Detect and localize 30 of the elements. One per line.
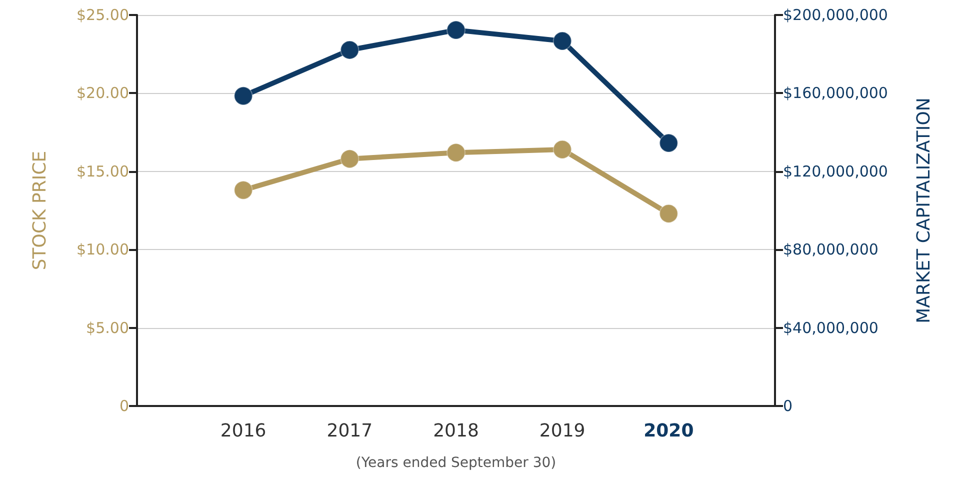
y2-tick-label: $160,000,000 bbox=[783, 84, 888, 102]
x-tick-label: 2019 bbox=[539, 420, 586, 442]
y-tick-label: $10.00 bbox=[76, 240, 129, 259]
x-tick-label: 2016 bbox=[220, 420, 266, 442]
point bbox=[659, 134, 678, 153]
x-tick-label: 2017 bbox=[326, 420, 373, 442]
y-tick-label: $15.00 bbox=[76, 162, 129, 180]
point bbox=[552, 140, 572, 159]
y2-axis-title: MARKET CAPITALIZATION bbox=[914, 98, 934, 324]
y-tick-label: 0 bbox=[119, 397, 129, 415]
point bbox=[446, 143, 466, 162]
y2-tick-label: $120,000,000 bbox=[783, 162, 888, 180]
y2-tick-label: 0 bbox=[783, 397, 793, 415]
point bbox=[446, 20, 466, 40]
point bbox=[340, 40, 360, 60]
y-tick-label: $25.00 bbox=[76, 6, 129, 24]
point bbox=[340, 149, 360, 168]
y-axis-title: STOCK PRICE bbox=[30, 150, 50, 270]
y2-tick-label: $80,000,000 bbox=[783, 240, 878, 259]
y-tick-label: $5.00 bbox=[86, 318, 129, 337]
x-tick-label: 2018 bbox=[433, 420, 479, 442]
y2-tick-label: $200,000,000 bbox=[783, 6, 888, 24]
y2-tick-label: $40,000,000 bbox=[783, 318, 878, 337]
y-tick-label: $20.00 bbox=[76, 84, 129, 102]
x-axis-title: (Years ended September 30) bbox=[356, 455, 556, 471]
point bbox=[659, 204, 678, 224]
x-tick-label: 2020 bbox=[644, 420, 694, 442]
point bbox=[234, 86, 253, 106]
point bbox=[234, 180, 253, 200]
point bbox=[552, 32, 572, 50]
